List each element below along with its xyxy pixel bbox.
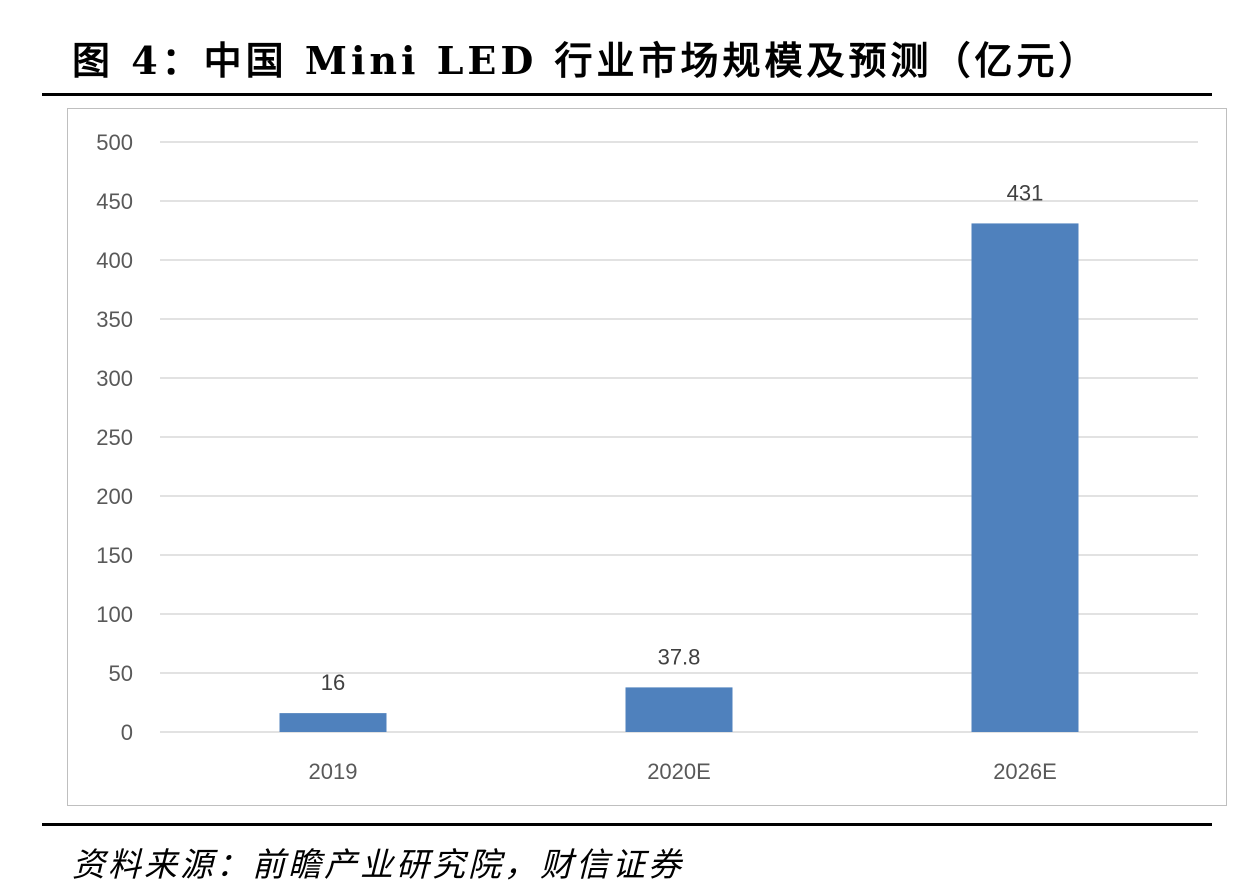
data-label: 431 (1007, 180, 1044, 205)
source-rule (42, 823, 1212, 826)
bar (625, 687, 733, 732)
y-tick-label: 250 (96, 425, 133, 450)
bar (279, 713, 387, 732)
chart-frame (67, 108, 1227, 806)
title-rule (42, 93, 1212, 96)
y-tick-label: 150 (96, 543, 133, 568)
y-tick-label: 0 (121, 720, 133, 745)
y-tick-label: 450 (96, 189, 133, 214)
y-tick-label: 500 (96, 130, 133, 155)
y-tick-label: 350 (96, 307, 133, 332)
data-label: 37.8 (658, 644, 701, 669)
x-tick-label: 2026E (993, 759, 1057, 784)
x-tick-label: 2019 (309, 759, 358, 784)
y-tick-label: 200 (96, 484, 133, 509)
x-tick-label: 2020E (647, 759, 711, 784)
data-label: 16 (321, 670, 345, 695)
figure-title: 图 4：中国 Mini LED 行业市场规模及预测（亿元） (72, 38, 1101, 83)
y-tick-label: 400 (96, 248, 133, 273)
y-tick-label: 300 (96, 366, 133, 391)
source-note: 资料来源：前瞻产业研究院，财信证券 (72, 845, 684, 884)
y-tick-label: 100 (96, 602, 133, 627)
bar (971, 223, 1079, 733)
y-tick-label: 50 (109, 661, 133, 686)
